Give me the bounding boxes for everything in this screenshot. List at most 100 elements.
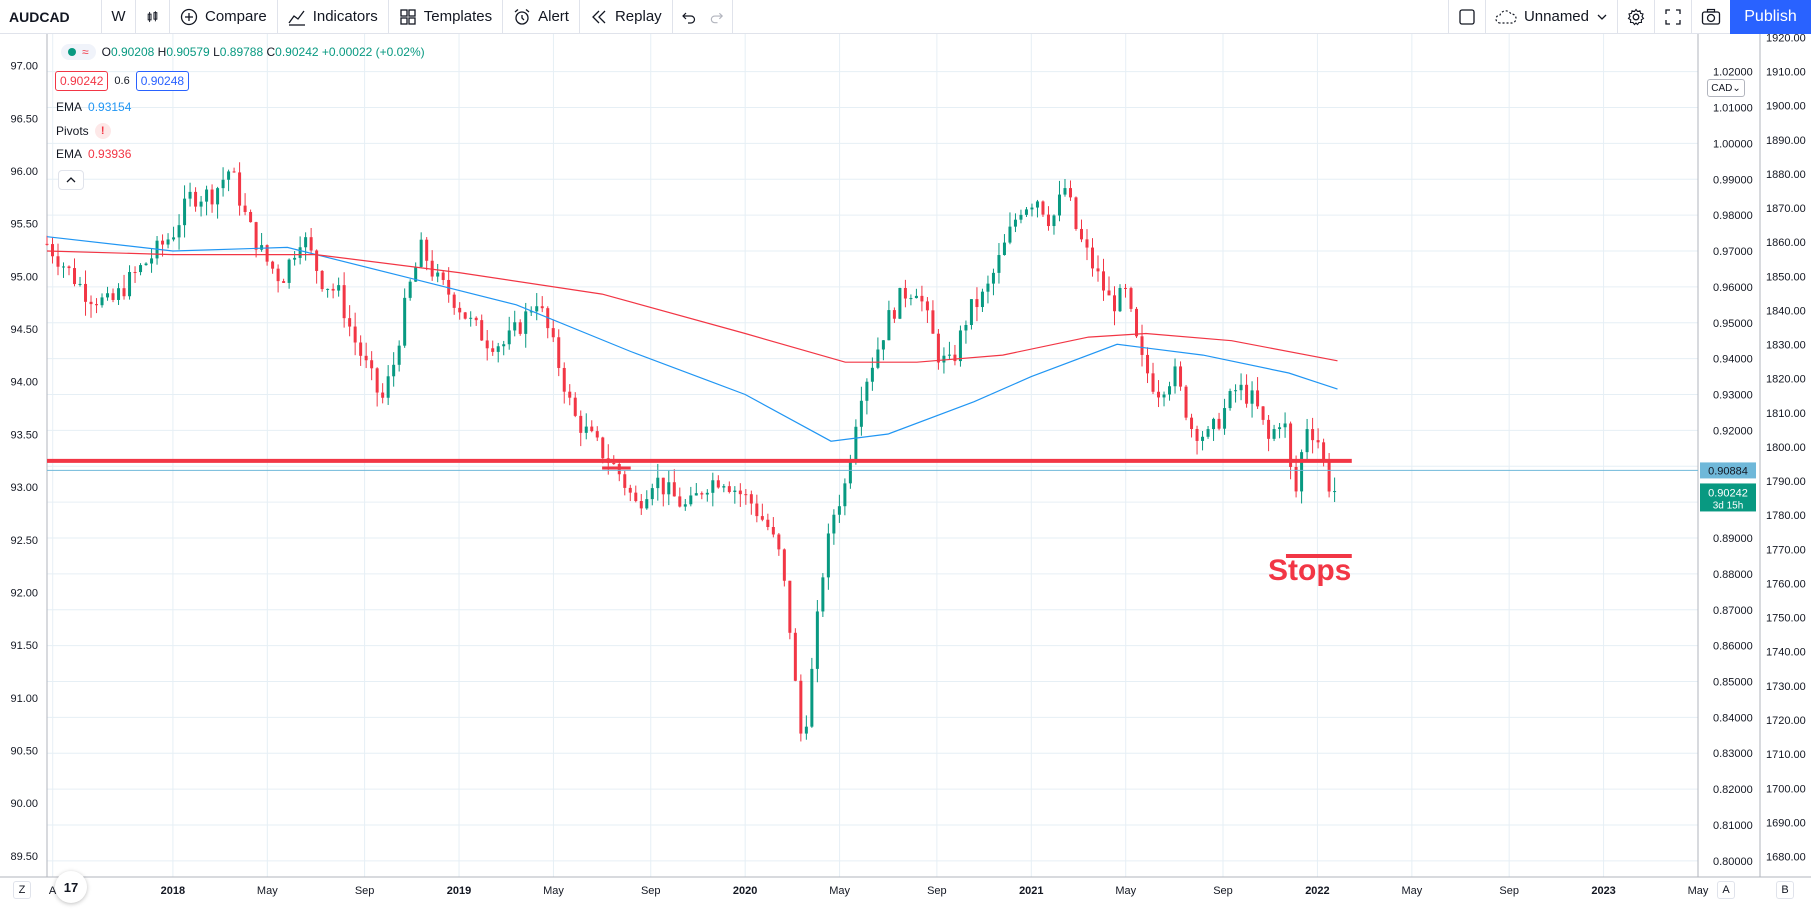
candle-body xyxy=(243,205,247,212)
candle-body xyxy=(612,462,616,465)
templates-button[interactable]: Templates xyxy=(389,0,504,34)
gear-icon xyxy=(1627,8,1645,25)
candle-body xyxy=(265,245,269,262)
layout-name-button[interactable]: Unnamed xyxy=(1484,0,1617,34)
ema-slow-value: 0.93936 xyxy=(88,147,132,161)
candle-body xyxy=(45,243,49,245)
candle-body xyxy=(1090,247,1094,269)
timezone-button[interactable]: Z xyxy=(13,881,31,899)
candle-body xyxy=(1168,386,1172,395)
right-scale-button[interactable]: B xyxy=(1776,881,1794,899)
candle-body xyxy=(1272,429,1276,439)
market-status-badge[interactable]: ≈ xyxy=(61,44,96,60)
left-axis-tick-label: 96.00 xyxy=(10,166,38,178)
candle-body xyxy=(1228,391,1232,409)
interval-button[interactable]: W xyxy=(102,0,136,34)
replay-label: Replay xyxy=(614,8,662,25)
candle-body xyxy=(1101,271,1105,291)
candle-body xyxy=(947,354,951,356)
alarm-clock-icon xyxy=(514,8,530,25)
auto-scale-button[interactable]: A xyxy=(1717,881,1735,899)
fullscreen-button[interactable] xyxy=(1654,0,1691,34)
mid-axis-tick-label: 0.94000 xyxy=(1713,354,1753,366)
candle-body xyxy=(535,306,539,312)
compare-button[interactable]: Compare xyxy=(170,0,278,34)
time-axis-tick-label: Sep xyxy=(1213,885,1233,897)
ema-fast-row[interactable]: EMA 0.93154 xyxy=(56,100,131,114)
candle-body xyxy=(1333,491,1337,493)
symbol-search-button[interactable]: AUDCAD xyxy=(0,0,102,34)
candle-body xyxy=(1107,290,1111,296)
publish-button[interactable]: Publish xyxy=(1730,0,1811,34)
mid-axis-tick-label: 0.87000 xyxy=(1713,605,1753,617)
chevron-up-icon xyxy=(66,177,76,183)
candle-body xyxy=(942,355,946,363)
undo-button[interactable] xyxy=(673,0,703,34)
settings-button[interactable] xyxy=(1617,0,1654,34)
candle-body xyxy=(1311,429,1315,441)
candle-body xyxy=(216,188,220,205)
mid-axis-tick-label: 1.01000 xyxy=(1713,103,1753,115)
candle-body xyxy=(562,367,566,392)
pivots-row[interactable]: Pivots ! xyxy=(56,123,111,139)
left-axis-tick-label: 91.00 xyxy=(10,693,38,705)
candle-body xyxy=(56,256,60,267)
undo-icon xyxy=(681,12,695,24)
left-axis-tick-label: 96.50 xyxy=(10,113,38,125)
candle-body xyxy=(1300,452,1304,492)
currency-select[interactable]: CAD ⌄ xyxy=(1707,79,1745,97)
collapse-legend-button[interactable] xyxy=(58,170,84,190)
stops-annotation[interactable]: Stops xyxy=(1268,554,1352,587)
redo-button[interactable] xyxy=(703,0,733,34)
ema-fast-line xyxy=(46,236,1338,442)
candle-body xyxy=(304,237,308,248)
candle-body xyxy=(876,349,880,368)
pivots-warning-icon[interactable]: ! xyxy=(94,123,111,139)
mid-axis-tick-label: 0.95000 xyxy=(1713,318,1753,330)
time-axis-tick-label: May xyxy=(543,885,564,897)
collapse-row xyxy=(58,170,84,190)
mid-axis-tick-label: 0.82000 xyxy=(1713,784,1753,796)
candle-body xyxy=(755,503,759,517)
candle-body xyxy=(1013,219,1017,227)
time-axis-tick-label: Sep xyxy=(927,885,947,897)
right-axis-tick-label: 1770.00 xyxy=(1766,544,1806,556)
candle-body xyxy=(854,426,858,462)
symbol-label: AUDCAD xyxy=(9,8,70,25)
candle-body xyxy=(249,211,253,223)
templates-label: Templates xyxy=(423,8,493,25)
candle-body xyxy=(810,668,814,727)
tradingview-logo[interactable]: 17 xyxy=(55,871,87,903)
candle-body xyxy=(1046,214,1050,227)
candle-body xyxy=(122,288,126,297)
ema-slow-row[interactable]: EMA 0.93936 xyxy=(56,147,131,161)
candle-body xyxy=(1085,239,1089,248)
fullscreen-layout-button[interactable] xyxy=(1447,0,1485,34)
candle-body xyxy=(408,281,412,298)
right-axis-tick-label: 1790.00 xyxy=(1766,476,1806,488)
replay-button[interactable]: Replay xyxy=(580,0,673,34)
candle-body xyxy=(1217,418,1221,429)
chart-type-button[interactable] xyxy=(136,0,170,34)
candle-body xyxy=(260,245,264,250)
chart-area[interactable]: 97.00 96.50 96.00 95.50 95.00 94.50 94.00 93.50… xyxy=(0,34,1811,912)
buy-button[interactable]: 0.90248 xyxy=(135,71,190,91)
candle-body xyxy=(738,490,742,495)
ema-slow-line xyxy=(46,250,1338,363)
snapshot-button[interactable] xyxy=(1691,0,1730,34)
candle-body xyxy=(144,263,148,266)
candle-body xyxy=(133,272,137,274)
candle-body xyxy=(496,346,500,352)
candle-body xyxy=(1201,436,1205,441)
candlestick-chart[interactable]: 97.00 96.50 96.00 95.50 95.00 94.50 94.00 93.50… xyxy=(0,34,1811,912)
alert-button[interactable]: Alert xyxy=(503,0,580,34)
spread-value: 0.6 xyxy=(114,75,130,87)
indicators-button[interactable]: Indicators xyxy=(278,0,389,34)
candle-body xyxy=(232,171,236,173)
candle-body xyxy=(375,368,379,393)
right-axis-tick-label: 1750.00 xyxy=(1766,613,1806,625)
candle-body xyxy=(733,490,737,492)
right-axis-tick-label: 1740.00 xyxy=(1766,647,1806,659)
sell-button[interactable]: 0.90242 xyxy=(55,71,109,91)
candle-body xyxy=(73,268,77,285)
